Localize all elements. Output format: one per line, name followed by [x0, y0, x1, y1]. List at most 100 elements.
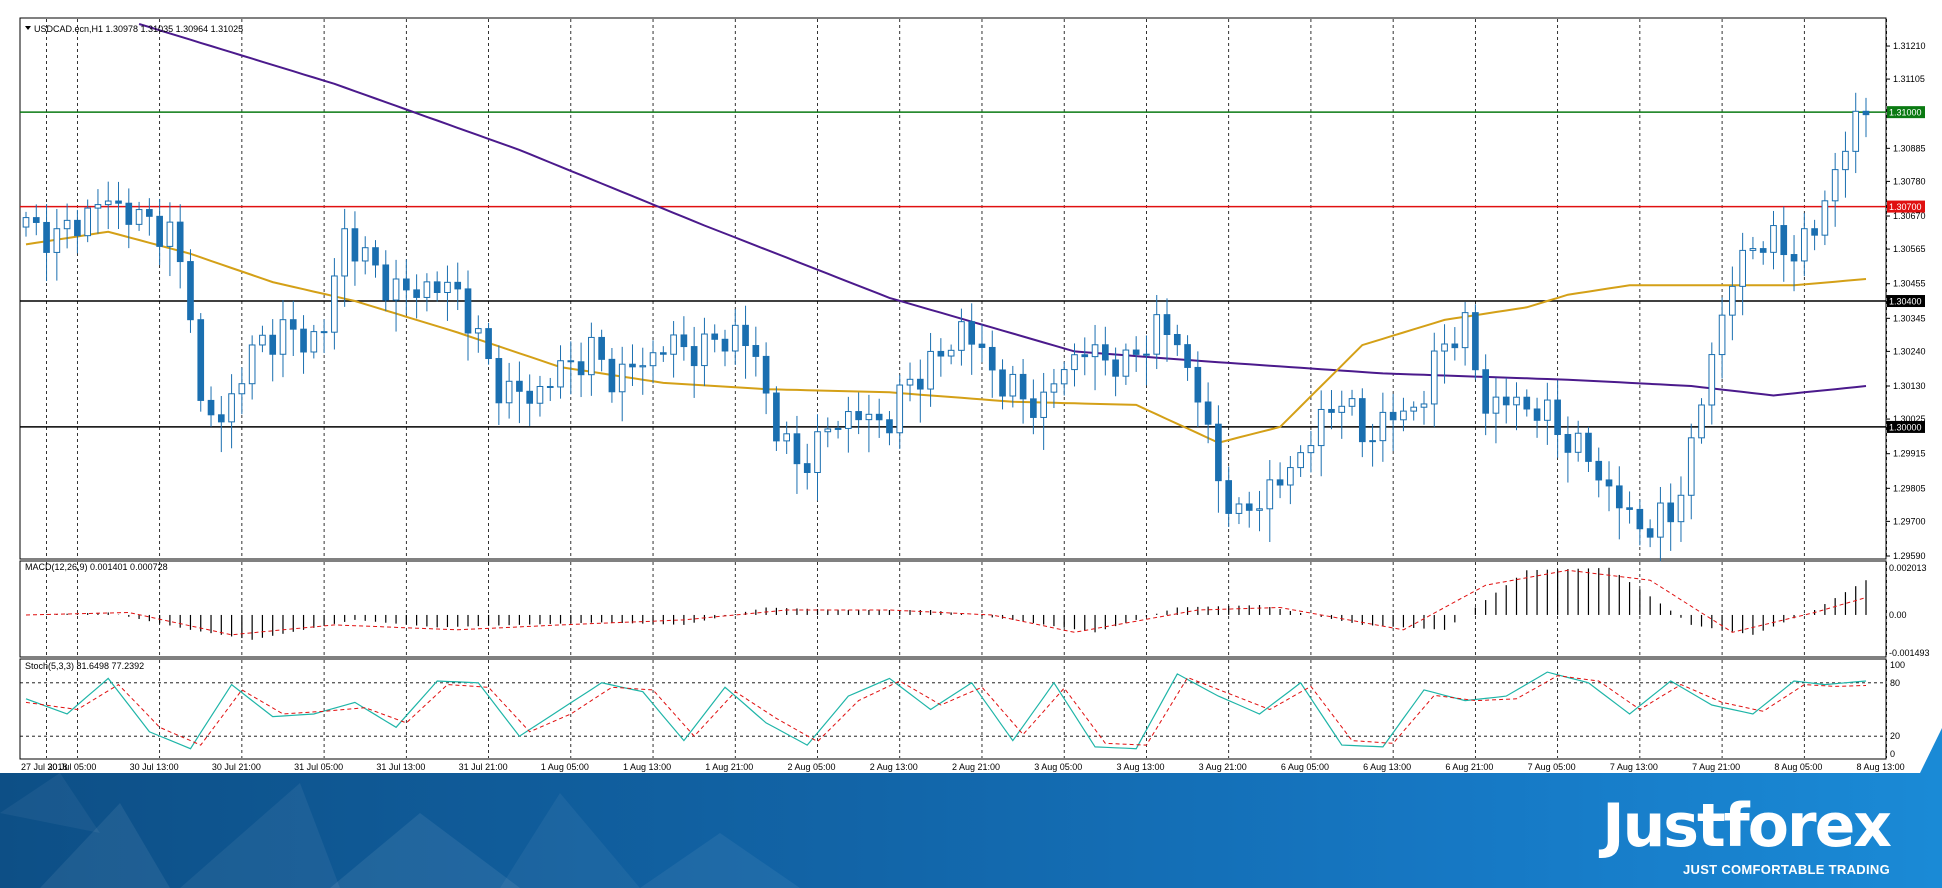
- price-level-tag: [1887, 200, 1925, 213]
- candle-body: [1790, 254, 1798, 262]
- candle-body: [1482, 369, 1489, 414]
- candle-body: [197, 319, 205, 401]
- candle-body: [1215, 423, 1222, 482]
- candle-body: [731, 324, 739, 352]
- time-label: 30 Jul 13:00: [130, 762, 179, 772]
- stoch-panel-frame: [19, 658, 1887, 760]
- collapse-triangle-icon[interactable]: [25, 26, 31, 30]
- time-label: 31 Jul 13:00: [376, 762, 425, 772]
- candle-body: [762, 355, 770, 394]
- candle-body: [1667, 502, 1675, 523]
- time-label: 31 Jul 05:00: [294, 762, 343, 772]
- time-label: 8 Aug 05:00: [1774, 762, 1822, 772]
- vertical-grid: [46, 19, 1887, 758]
- brand-banner: [0, 773, 1942, 888]
- banner-decor: [0, 773, 800, 888]
- candle-body: [22, 217, 30, 228]
- time-label: 7 Aug 21:00: [1692, 762, 1740, 772]
- candle-body: [1677, 494, 1685, 523]
- price-tick-label: 1.30780: [1893, 176, 1926, 186]
- candle-body: [1472, 312, 1479, 371]
- price-level-label: 1.30000: [1889, 422, 1922, 432]
- candle-body: [1451, 343, 1459, 349]
- price-tick-label: 1.30345: [1893, 313, 1926, 323]
- price-tick-label: 1.30025: [1893, 414, 1926, 424]
- candle-body: [485, 328, 492, 360]
- candle-body: [927, 350, 934, 390]
- candle-body: [1050, 383, 1058, 393]
- candle-body: [125, 202, 133, 225]
- candle-body: [238, 383, 246, 395]
- stoch-tick-label: 0: [1890, 749, 1895, 759]
- candle-body: [1348, 398, 1356, 407]
- candle-body: [1800, 228, 1808, 262]
- candle-body: [1698, 404, 1705, 439]
- candle-body: [659, 352, 667, 355]
- candle-body: [433, 281, 441, 294]
- candle-body: [1605, 479, 1613, 487]
- candles: [22, 92, 1870, 562]
- candle-body: [454, 281, 462, 290]
- time-label: 7 Aug 05:00: [1528, 762, 1576, 772]
- candle-body: [115, 200, 122, 204]
- candle-body: [1687, 437, 1695, 496]
- time-label: 30 Jul 21:00: [212, 762, 261, 772]
- candle-body: [1729, 285, 1736, 316]
- candle-body: [1307, 445, 1315, 454]
- candle-body: [74, 219, 81, 237]
- candle-body: [1102, 344, 1109, 361]
- candle-body: [361, 247, 369, 262]
- candle-body: [639, 365, 647, 368]
- macd-panel-header: MACD(12,26,9) 0.001401 0.000728: [25, 562, 168, 572]
- candle-body: [392, 278, 400, 301]
- candle-body: [104, 200, 112, 206]
- price-tick-label: 1.30670: [1893, 211, 1926, 221]
- candle-body: [1297, 452, 1304, 469]
- time-label: 3 Aug 21:00: [1199, 762, 1247, 772]
- candle-body: [721, 338, 729, 352]
- candle-body: [207, 399, 215, 416]
- candle-body: [536, 385, 544, 404]
- candle-body: [1358, 398, 1366, 443]
- time-label: 6 Aug 13:00: [1363, 762, 1411, 772]
- price-tick-label: 1.29915: [1893, 449, 1926, 459]
- candle-body: [577, 361, 585, 376]
- candle-body: [588, 336, 595, 376]
- candle-body: [1502, 396, 1510, 406]
- candle-body: [1657, 502, 1664, 538]
- candle-body: [773, 392, 780, 442]
- time-label: 30 Jul 05:00: [47, 762, 96, 772]
- candle-body: [444, 281, 451, 294]
- macd-signal-line: [25, 569, 1867, 636]
- candle-body: [320, 331, 328, 334]
- candle-body: [1533, 408, 1541, 421]
- time-label: 8 Aug 13:00: [1857, 762, 1905, 772]
- candle-body: [1204, 401, 1212, 425]
- candle-body: [300, 328, 307, 353]
- candle-body: [423, 281, 431, 298]
- candle-body: [269, 334, 277, 355]
- candle-body: [1636, 508, 1644, 530]
- ma-slow-line: [138, 23, 1867, 397]
- candle-body: [1019, 373, 1027, 400]
- candle-body: [1071, 354, 1078, 371]
- candle-body: [629, 363, 636, 368]
- candle-body: [1184, 344, 1191, 368]
- candle-body: [341, 228, 348, 277]
- candle-body: [1369, 440, 1376, 443]
- candle-body: [1379, 411, 1387, 442]
- candle-body: [1831, 169, 1839, 202]
- candle-body: [1770, 225, 1777, 253]
- candle-body: [567, 360, 575, 363]
- candle-body: [166, 221, 174, 247]
- price-panel-header: USDCAD.ecn,H1 1.30978 1.31035 1.30964 1.…: [34, 24, 243, 34]
- stoch-tick-label: 80: [1890, 678, 1900, 688]
- candle-body: [413, 289, 420, 298]
- candle-body: [495, 358, 503, 404]
- candle-body: [1287, 467, 1294, 486]
- price-level-tag: [1887, 420, 1925, 433]
- candle-body: [1523, 396, 1531, 410]
- candle-body: [1441, 343, 1448, 352]
- candle-body: [906, 378, 914, 386]
